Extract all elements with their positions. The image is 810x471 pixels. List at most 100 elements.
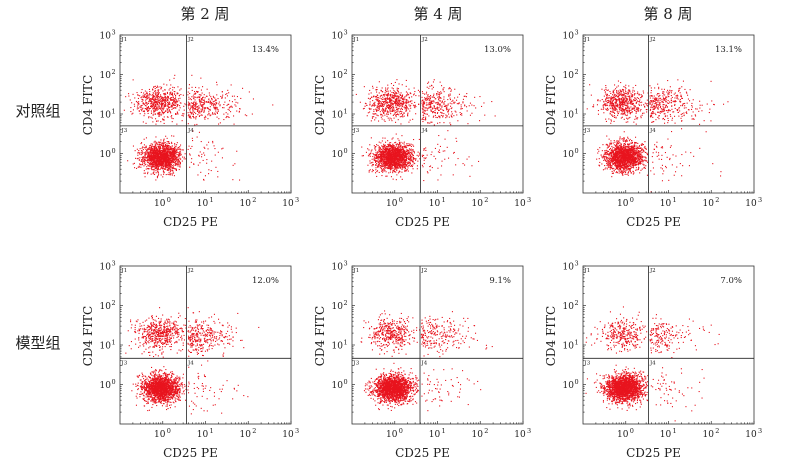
scatter-point	[397, 138, 399, 140]
scatter-point	[221, 91, 223, 93]
scatter-point	[200, 141, 202, 143]
scatter-point	[372, 104, 374, 106]
scatter-point	[436, 106, 438, 108]
scatter-point	[399, 110, 401, 112]
scatter-point	[364, 105, 366, 107]
scatter-point	[157, 95, 159, 97]
scatter-point	[394, 97, 396, 99]
scatter-point	[379, 153, 381, 155]
scatter-point	[187, 123, 189, 125]
scatter-point	[167, 153, 169, 155]
scatter-point	[399, 151, 401, 153]
scatter-point	[163, 154, 165, 156]
scatter-point	[226, 115, 228, 117]
scatter-point	[394, 163, 396, 165]
scatter-point	[407, 92, 409, 94]
scatter-point	[399, 157, 401, 159]
scatter-point	[198, 154, 200, 156]
scatter-point	[228, 103, 230, 105]
scatter-point	[405, 145, 407, 147]
scatter-point	[140, 97, 142, 99]
scatter-point	[208, 113, 210, 115]
scatter-point	[389, 144, 391, 146]
scatter-point	[158, 144, 160, 146]
scatter-point	[410, 100, 412, 102]
scatter-point	[381, 114, 383, 116]
scatter-point	[395, 102, 397, 104]
scatter-point	[395, 92, 397, 94]
scatter-point	[216, 112, 218, 114]
scatter-point	[379, 150, 381, 152]
scatter-point	[399, 149, 401, 151]
scatter-point	[137, 152, 139, 154]
scatter-point	[390, 101, 392, 103]
scatter-point	[162, 102, 164, 104]
scatter-point	[169, 159, 171, 161]
scatter-point	[176, 142, 178, 144]
scatter-point	[408, 88, 410, 90]
scatter-point	[171, 154, 173, 156]
scatter-point	[139, 157, 141, 159]
scatter-point	[174, 154, 176, 156]
scatter-point	[171, 159, 173, 161]
scatter-point	[153, 107, 155, 109]
scatter-point	[189, 154, 191, 156]
scatter-point	[414, 105, 416, 107]
scatter-point	[386, 157, 388, 159]
scatter-point	[165, 166, 167, 168]
scatter-point	[172, 99, 174, 101]
scatter-point	[394, 171, 396, 173]
scatter-point	[166, 92, 168, 94]
scatter-point	[160, 158, 162, 160]
scatter-point	[378, 102, 380, 104]
scatter-point	[158, 103, 160, 105]
scatter-point	[408, 155, 410, 157]
scatter-point	[399, 151, 401, 153]
scatter-point	[155, 141, 157, 143]
scatter-point	[194, 91, 196, 93]
scatter-point	[375, 95, 377, 97]
scatter-point	[146, 155, 148, 157]
scatter-point	[388, 166, 390, 168]
scatter-point	[169, 157, 171, 159]
scatter-point	[202, 86, 204, 88]
scatter-point	[413, 150, 415, 152]
scatter-point	[211, 99, 213, 101]
scatter-point	[152, 143, 154, 145]
scatter-point	[135, 157, 137, 159]
scatter-point	[376, 106, 378, 108]
scatter-point	[400, 94, 402, 96]
scatter-point	[163, 105, 165, 107]
scatter-point	[392, 103, 394, 105]
scatter-point	[176, 92, 178, 94]
scatter-point	[198, 107, 200, 109]
scatter-point	[410, 145, 412, 147]
scatter-point	[210, 102, 212, 104]
scatter-point	[149, 152, 151, 154]
scatter-point	[152, 108, 154, 110]
scatter-point	[384, 166, 386, 168]
scatter-point	[148, 168, 150, 170]
scatter-point	[413, 106, 415, 108]
scatter-point	[170, 84, 172, 86]
scatter-point	[166, 100, 168, 102]
scatter-point	[170, 165, 172, 167]
scatter-point	[389, 166, 391, 168]
scatter-point	[160, 100, 162, 102]
scatter-point	[171, 167, 173, 169]
scatter-point	[168, 152, 170, 154]
scatter-point	[367, 112, 369, 114]
scatter-point	[385, 102, 387, 104]
scatter-point	[394, 148, 396, 150]
scatter-point	[201, 92, 203, 94]
scatter-point	[413, 152, 415, 154]
scatter-point	[192, 140, 194, 142]
scatter-point	[163, 154, 165, 156]
scatter-point	[215, 166, 217, 168]
scatter-point	[138, 107, 140, 109]
scatter-point	[437, 107, 439, 109]
scatter-point	[175, 95, 177, 97]
scatter-point	[154, 90, 156, 92]
scatter-point	[389, 163, 391, 165]
scatter-point	[407, 100, 409, 102]
